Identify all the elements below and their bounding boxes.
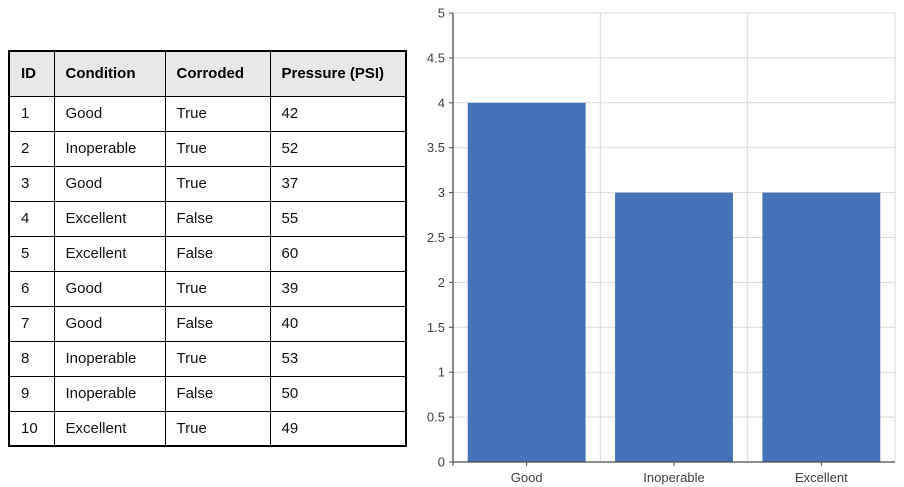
- cell-corroded: False: [164, 200, 271, 237]
- y-tick-label: 5: [438, 6, 445, 21]
- bar-good: [467, 102, 586, 463]
- cell-corroded: True: [164, 95, 271, 132]
- cell-pressure-psi: 39: [269, 270, 407, 307]
- cell-corroded: False: [164, 375, 271, 412]
- cell-corroded: True: [164, 340, 271, 377]
- cell-corroded: True: [164, 165, 271, 202]
- cell-id: 8: [8, 340, 55, 377]
- table-row: 7 Good False 40: [8, 305, 407, 342]
- cell-condition: Good: [53, 305, 166, 342]
- cell-condition: Inoperable: [53, 340, 166, 377]
- cell-corroded: True: [164, 410, 271, 447]
- cell-corroded: False: [164, 235, 271, 272]
- cell-condition: Excellent: [53, 200, 166, 237]
- table-row: 9 Inoperable False 50: [8, 375, 407, 412]
- y-tick-label: 3: [438, 185, 445, 200]
- cell-pressure-psi: 37: [269, 165, 407, 202]
- y-tick-label: 4: [438, 95, 445, 110]
- table-row: 3 Good True 37: [8, 165, 407, 202]
- x-tick-label-inoperable: Inoperable: [643, 470, 704, 485]
- table-row: 2 Inoperable True 52: [8, 130, 407, 167]
- cell-id: 10: [8, 410, 55, 447]
- cell-id: 7: [8, 305, 55, 342]
- column-header-id: ID: [8, 50, 55, 97]
- bar-excellent: [762, 192, 881, 462]
- cell-pressure-psi: 55: [269, 200, 407, 237]
- cell-id: 5: [8, 235, 55, 272]
- cell-id: 3: [8, 165, 55, 202]
- cell-corroded: True: [164, 270, 271, 307]
- table-row: 6 Good True 39: [8, 270, 407, 307]
- y-tick-label: 2: [438, 275, 445, 290]
- y-tick-label: 4.5: [427, 50, 445, 65]
- y-tick-label: 3.5: [427, 140, 445, 155]
- y-tick-label: 0: [438, 455, 445, 470]
- table-row: 4 Excellent False 55: [8, 200, 407, 237]
- cell-condition: Excellent: [53, 235, 166, 272]
- column-header-condition: Condition: [53, 50, 166, 97]
- cell-id: 2: [8, 130, 55, 167]
- bar-inoperable: [615, 192, 733, 462]
- cell-condition: Good: [53, 95, 166, 132]
- cell-pressure-psi: 52: [269, 130, 407, 167]
- bar-chart-canvas: 0 0.5 1 1.5 2 2.5 3 3.5 4 4.5 5 Good Inoperable Excel…: [427, 6, 896, 485]
- y-tick-label: 0.5: [427, 410, 445, 425]
- cell-condition: Good: [53, 165, 166, 202]
- cell-id: 6: [8, 270, 55, 307]
- cell-condition: Excellent: [53, 410, 166, 447]
- table-header-row: ID Condition Corroded Pressure (PSI): [8, 50, 407, 97]
- column-header-pressure-psi: Pressure (PSI): [269, 50, 407, 97]
- cell-pressure-psi: 40: [269, 305, 407, 342]
- x-tick-label-good: Good: [511, 470, 543, 485]
- table-row: 1 Good True 42: [8, 95, 407, 132]
- condition-bar-chart: 0 0.5 1 1.5 2 2.5 3 3.5 4 4.5 5 Good Inoperable Excel…: [400, 0, 904, 487]
- pipe-inspection-table: ID Condition Corroded Pressure (PSI) 1 Good T…: [8, 50, 407, 447]
- cell-condition: Inoperable: [53, 375, 166, 412]
- cell-pressure-psi: 42: [269, 95, 407, 132]
- x-tick-label-excellent: Excellent: [795, 470, 848, 485]
- cell-pressure-psi: 53: [269, 340, 407, 377]
- cell-condition: Inoperable: [53, 130, 166, 167]
- cell-pressure-psi: 49: [269, 410, 407, 447]
- y-tick-label: 1.5: [427, 320, 445, 335]
- y-tick-label: 1: [438, 365, 445, 380]
- cell-id: 9: [8, 375, 55, 412]
- cell-corroded: True: [164, 130, 271, 167]
- cell-pressure-psi: 50: [269, 375, 407, 412]
- cell-id: 4: [8, 200, 55, 237]
- y-tick-label: 2.5: [427, 230, 445, 245]
- cell-corroded: False: [164, 305, 271, 342]
- cell-pressure-psi: 60: [269, 235, 407, 272]
- table-row: 5 Excellent False 60: [8, 235, 407, 272]
- column-header-corroded: Corroded: [164, 50, 271, 97]
- table-row: 10 Excellent True 49: [8, 410, 407, 447]
- table-row: 8 Inoperable True 53: [8, 340, 407, 377]
- cell-id: 1: [8, 95, 55, 132]
- cell-condition: Good: [53, 270, 166, 307]
